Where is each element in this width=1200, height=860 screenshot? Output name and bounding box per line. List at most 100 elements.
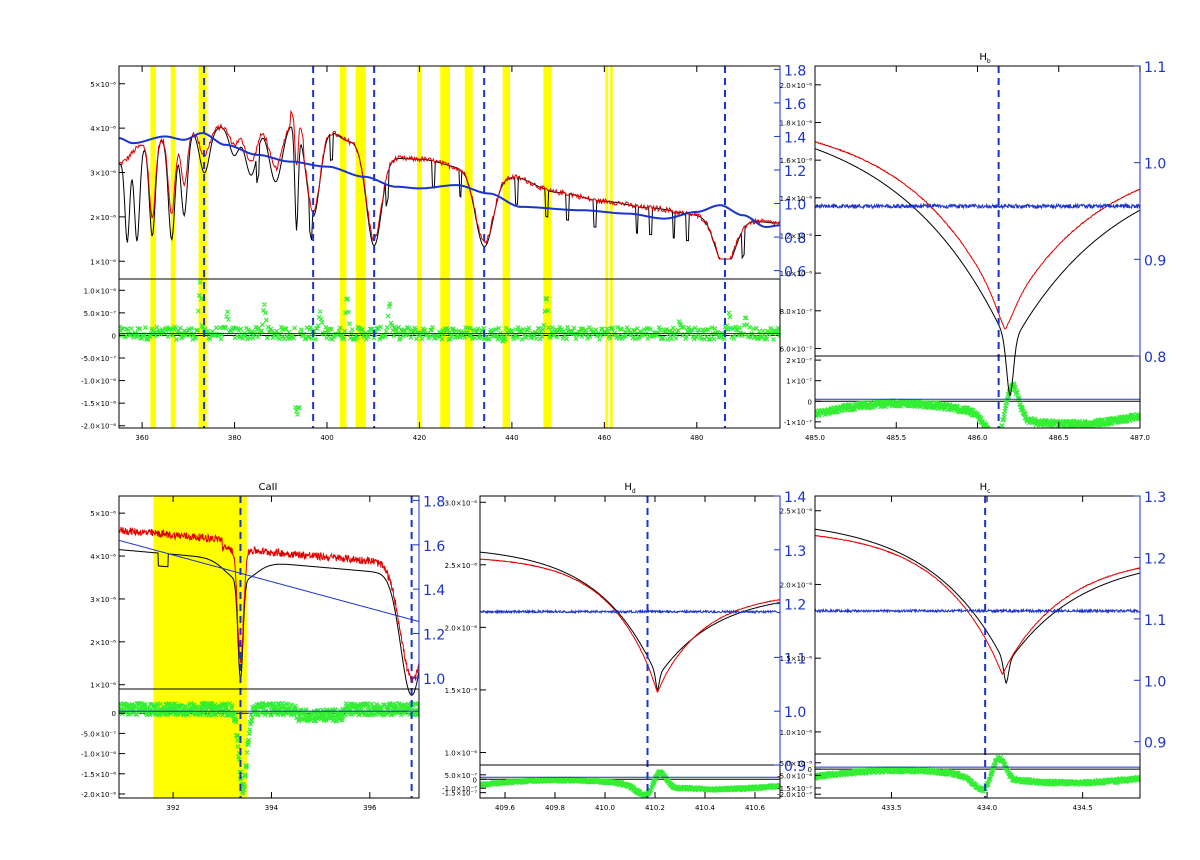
flux-tick-label: 2.5×10⁻⁶ [445, 562, 478, 570]
flux-tick-label: 1.5×10⁻⁶ [445, 687, 478, 695]
flux-tick-label: 3×10⁻⁶ [90, 596, 116, 604]
x-tick-label: 433.5 [881, 804, 901, 812]
right-axis-tick-label: 1.2 [784, 598, 806, 614]
right-axis-tick-label: 1.1 [1144, 613, 1166, 629]
residual-tick-label: 0 [808, 398, 812, 406]
observed-spectrum-line [480, 558, 780, 693]
continuum-ratio-line [815, 607, 1140, 614]
flux-tick-label: 3×10⁻⁶ [90, 170, 116, 178]
masked-region [150, 66, 156, 428]
observed-spectrum-line [815, 534, 1140, 675]
x-tick-label: 409.6 [495, 804, 516, 812]
x-tick-label: 400 [320, 434, 333, 442]
residual-tick-label: 0 [112, 332, 116, 340]
x-tick-label: 485.5 [886, 434, 906, 442]
flux-tick-label: 1.2×10⁻⁶ [780, 232, 813, 240]
flux-tick-label: 6.0×10⁻⁷ [780, 345, 813, 353]
right-axis-tick-label: 1.6 [423, 539, 445, 555]
observed-spectrum-line [119, 109, 780, 260]
panel-title: Hd [624, 482, 636, 495]
residual-tick-label: -2.0×10⁻⁶ [81, 791, 116, 799]
residual-tick-label: 0 [808, 766, 812, 774]
flux-tick-label: 3.0×10⁻⁶ [445, 499, 478, 507]
residual-tick-label: -1.0×10⁻⁶ [81, 378, 116, 386]
panel-title: Hc [980, 482, 991, 495]
observed-spectrum-line [815, 141, 1140, 330]
right-axis-tick-label: 1.3 [1144, 490, 1166, 506]
x-tick-label: 434.0 [977, 804, 997, 812]
panel-hd-plot [480, 496, 780, 798]
flux-tick-label: 5×10⁻⁶ [90, 510, 116, 518]
residual-tick-label: 5.0×10⁻⁷ [445, 772, 478, 780]
residual-panel-frame [814, 753, 1141, 799]
residual-tick-label: -1.5×10⁻⁷ [442, 790, 477, 798]
right-axis-tick-label: 1.8 [423, 494, 445, 510]
flux-tick-label: 2.0×10⁻⁶ [445, 624, 478, 632]
x-tick-label: 460 [598, 434, 611, 442]
masked-region [543, 66, 552, 428]
x-tick-label: 487.0 [1130, 434, 1150, 442]
masked-region [339, 66, 347, 428]
right-axis-tick-label: 1.0 [423, 672, 445, 688]
masked-region [605, 66, 609, 428]
residual-tick-label: -5.0×10⁻⁷ [81, 730, 116, 738]
right-axis-tick-label: 1.4 [423, 583, 445, 599]
masked-region [609, 66, 613, 428]
x-tick-label: 410.2 [645, 804, 665, 812]
residual-tick-label: -1.0×10⁻⁷ [442, 785, 477, 793]
residual-tick-label: -1.5×10⁻⁷ [777, 785, 812, 793]
residual-panel-frame [118, 278, 781, 429]
right-axis-tick-label: 0.9 [784, 759, 806, 775]
flux-tick-label: 1.4×10⁻⁶ [780, 195, 813, 203]
flux-tick-label: 1.6×10⁻⁶ [780, 157, 813, 165]
right-axis-tick-label: 1.2 [423, 628, 445, 644]
masked-region [153, 496, 247, 798]
flux-tick-label: 4×10⁻⁶ [90, 125, 116, 133]
residual-points [815, 380, 1140, 428]
residual-tick-label: -1.5×10⁻⁶ [81, 400, 116, 408]
panel-title-subscript: b [987, 58, 991, 65]
residual-panel-frame [479, 764, 781, 799]
flux-tick-label: 2×10⁻⁶ [90, 214, 116, 222]
x-tick-label: 380 [228, 434, 241, 442]
right-axis-tick-label: 0.8 [1144, 350, 1166, 366]
model-spectrum-line [815, 528, 1140, 685]
x-tick-label: 394 [265, 804, 279, 812]
x-tick-label: 410.4 [695, 804, 716, 812]
residual-tick-label: 0 [473, 776, 477, 784]
flux-tick-label: 5×10⁻⁶ [90, 81, 116, 89]
residual-points [815, 754, 1140, 794]
x-tick-label: 420 [413, 434, 426, 442]
flux-tick-label: 2×10⁻⁶ [90, 639, 116, 647]
masked-region [170, 66, 176, 428]
residual-tick-label: -1×10⁻⁷ [784, 419, 812, 427]
flux-tick-label: 1.5×10⁻⁶ [780, 655, 813, 663]
panel-title-main: H [979, 52, 987, 63]
x-tick-label: 392 [166, 804, 179, 812]
x-tick-label: 360 [135, 434, 148, 442]
x-tick-label: 485.0 [805, 434, 825, 442]
right-axis-tick-label: 1.4 [784, 130, 806, 146]
masked-region [355, 66, 366, 428]
flux-tick-label: 1.0×10⁻⁶ [445, 749, 478, 757]
right-axis-tick-label: 0.8 [784, 231, 806, 247]
panel-ca-plot [119, 496, 419, 798]
residual-tick-label: 5.0×10⁻⁷ [84, 310, 117, 318]
residual-tick-label: -5.0×10⁻⁸ [777, 772, 812, 780]
right-axis-tick-label: 0.6 [784, 265, 806, 281]
flux-tick-label: 2.0×10⁻⁶ [780, 82, 813, 90]
residual-tick-label: 0 [112, 710, 116, 718]
x-tick-label: 440 [505, 434, 518, 442]
panel-title-main: H [624, 482, 632, 493]
right-axis-tick-label: 1.8 [784, 63, 806, 79]
masked-region [502, 66, 511, 428]
right-axis-tick-label: 1.0 [784, 198, 806, 214]
right-axis-tick-label: 1.0 [1144, 157, 1166, 173]
flux-tick-label: 2.5×10⁻⁶ [780, 508, 813, 516]
model-spectrum-line [480, 551, 780, 691]
right-axis-tick-label: 1.6 [784, 97, 806, 113]
model-spectrum-line [815, 148, 1140, 397]
x-tick-label: 434.5 [1073, 804, 1093, 812]
x-tick-label: 410.0 [595, 804, 615, 812]
